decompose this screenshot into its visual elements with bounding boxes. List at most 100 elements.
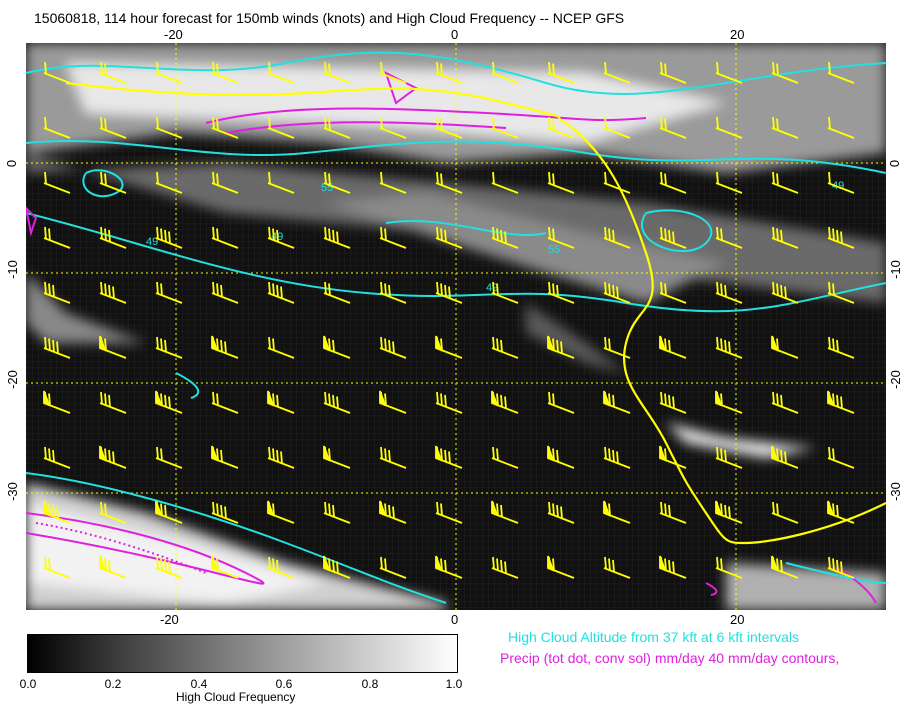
wind-barb-149 [827, 556, 855, 579]
wind-barb-3 [211, 61, 239, 84]
y-tick-left-0: 0 [4, 159, 20, 168]
wind-barb-22 [435, 116, 463, 139]
wind-barb-124 [267, 500, 295, 524]
wind-barb-111 [379, 446, 407, 469]
map-canvas: 49 49 55 49 55 49 [24, 43, 887, 610]
wind-barb-27 [715, 116, 743, 139]
wind-barb-32 [155, 171, 183, 194]
wind-barb-83 [491, 336, 519, 359]
wind-barb-127 [435, 501, 463, 524]
wind-barb-132 [715, 500, 743, 524]
wind-barb-78 [211, 335, 239, 359]
colorbar-tick-5: 1.0 [445, 677, 463, 691]
wind-barb-120 [43, 500, 71, 524]
wind-barb-74 [827, 281, 855, 304]
wind-barb-44 [827, 171, 855, 194]
contour-label-1: 49 [146, 236, 158, 248]
wind-barb-140 [323, 555, 351, 579]
wind-barb-8 [491, 61, 519, 84]
wind-barb-81 [379, 336, 407, 359]
wind-barb-5 [323, 61, 351, 84]
contour-label-4: 49 [486, 282, 498, 294]
wind-barb-39 [547, 171, 575, 194]
wind-barb-98 [491, 390, 519, 414]
colorbar-tick-0: 0.0 [19, 677, 37, 691]
wind-barb-121 [99, 501, 127, 524]
wind-barb-126 [379, 500, 407, 524]
wind-barb-54 [547, 226, 575, 249]
wind-barb-133 [771, 501, 799, 524]
wind-barb-33 [211, 171, 239, 194]
wind-barb-80 [323, 335, 351, 359]
latlon-grid [26, 43, 886, 610]
wind-barb-70 [603, 281, 631, 304]
wind-barb-103 [771, 391, 799, 414]
wind-barb-60 [43, 281, 71, 304]
wind-barb-89 [827, 336, 855, 359]
wind-barb-87 [715, 336, 743, 359]
wind-barb-100 [603, 390, 631, 414]
wind-barb-73 [771, 281, 799, 304]
wind-barb-64 [267, 281, 295, 304]
wind-barb-97 [435, 391, 463, 414]
wind-barb-137 [155, 556, 183, 579]
wind-barb-101 [659, 391, 687, 414]
wind-barb-139 [267, 556, 295, 579]
wind-barb-144 [547, 555, 575, 579]
wind-barb-35 [323, 171, 351, 194]
x-tick-top-right: 20 [730, 27, 745, 42]
wind-barb-26 [659, 116, 687, 139]
wind-barb-138 [211, 555, 239, 579]
wind-barb-148 [771, 555, 799, 579]
wind-barb-112 [435, 445, 463, 469]
wind-barb-12 [715, 61, 743, 84]
wind-barb-17 [155, 116, 183, 139]
wind-barb-55 [603, 226, 631, 249]
wind-barb-40 [603, 171, 631, 194]
wind-barb-134 [827, 500, 855, 524]
wind-barb-119 [827, 446, 855, 469]
y-tick-left-10: -10 [4, 260, 20, 279]
wind-barb-13 [771, 61, 799, 84]
wind-barb-34 [267, 171, 295, 194]
colorbar-tick-2: 0.4 [190, 677, 208, 691]
x-tick-bottom-right: 20 [730, 612, 745, 627]
wind-barb-69 [547, 281, 575, 304]
wind-barb-143 [491, 556, 519, 579]
wind-barb-108 [211, 445, 239, 469]
wind-barb-66 [379, 281, 407, 304]
wind-barb-31 [99, 171, 127, 194]
wind-barb-68 [491, 281, 519, 304]
wind-barb-25 [603, 116, 631, 139]
wind-barb-136 [99, 555, 127, 579]
wind-barb-95 [323, 391, 351, 414]
wind-barb-45 [43, 226, 71, 249]
wind-barb-102 [715, 390, 743, 414]
wind-barb-41 [659, 171, 687, 194]
wind-barb-77 [155, 336, 183, 359]
contour-label-5: 55 [548, 244, 560, 256]
wind-barb-88 [771, 335, 799, 359]
wind-barb-135 [43, 556, 71, 579]
wind-barb-2 [155, 61, 183, 84]
wind-barb-62 [155, 281, 183, 304]
wind-barb-38 [491, 171, 519, 194]
wind-barb-61 [99, 281, 127, 304]
wind-barb-130 [603, 500, 631, 524]
wind-barb-49 [267, 226, 295, 249]
wind-barb-90 [43, 390, 71, 414]
wind-barb-4 [267, 61, 295, 84]
wind-barb-146 [659, 555, 687, 579]
wind-barb-37 [435, 171, 463, 194]
wind-barb-86 [659, 335, 687, 359]
wind-barb-43 [771, 171, 799, 194]
legend-cloud-altitude: High Cloud Altitude from 37 kft at 6 kft… [508, 629, 800, 645]
map-svg: 49 49 55 49 55 49 [24, 43, 887, 610]
y-tick-right-20: -20 [887, 370, 903, 389]
wind-barb-11 [659, 61, 687, 84]
wind-barb-20 [323, 116, 351, 139]
wind-barb-129 [547, 501, 575, 524]
x-tick-bottom-center: 0 [451, 612, 459, 627]
wind-barb-125 [323, 501, 351, 524]
wind-barb-19 [267, 116, 295, 139]
